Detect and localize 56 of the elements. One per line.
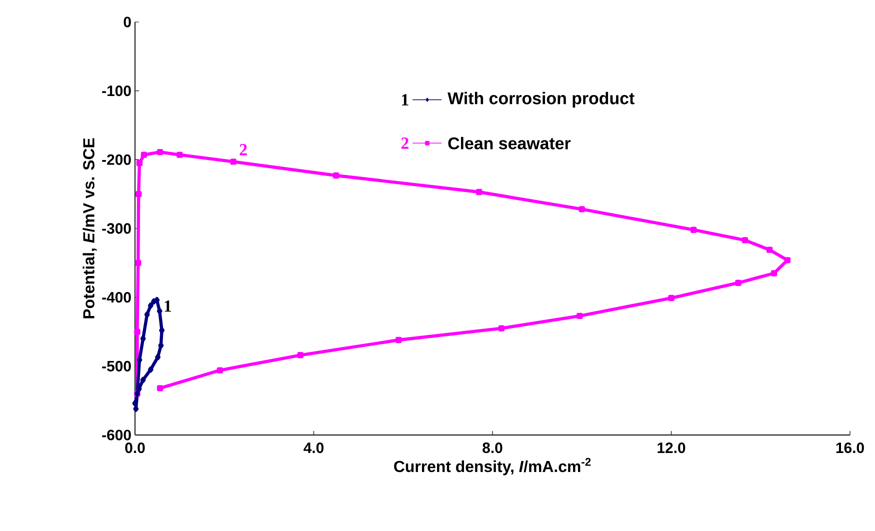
point bbox=[140, 376, 146, 384]
point bbox=[766, 246, 773, 253]
point bbox=[576, 312, 583, 319]
point bbox=[578, 206, 585, 212]
point bbox=[154, 296, 160, 304]
point bbox=[158, 342, 164, 349]
point bbox=[735, 280, 742, 286]
point bbox=[333, 172, 340, 179]
y-tick-label: -300 bbox=[102, 223, 131, 234]
point bbox=[784, 257, 791, 264]
y-tick-label: 0 bbox=[124, 16, 131, 28]
point bbox=[134, 328, 140, 335]
point bbox=[135, 260, 142, 266]
point bbox=[159, 327, 165, 334]
x-tick-label: 16.0 bbox=[836, 442, 864, 454]
point bbox=[498, 325, 505, 332]
point bbox=[742, 237, 748, 244]
point bbox=[155, 354, 161, 360]
y-axis-title: Potential, E/mV vs. SCE bbox=[82, 138, 97, 318]
annotation: 2 bbox=[240, 144, 247, 156]
point bbox=[297, 352, 304, 358]
point bbox=[136, 356, 142, 364]
point bbox=[156, 308, 162, 314]
point bbox=[144, 311, 150, 318]
point bbox=[396, 336, 402, 344]
point bbox=[135, 190, 142, 198]
y-tick-label: -200 bbox=[102, 154, 131, 165]
point bbox=[770, 270, 778, 276]
point bbox=[230, 158, 236, 165]
point bbox=[140, 152, 148, 158]
text: 2 bbox=[401, 138, 408, 149]
point bbox=[148, 302, 154, 309]
x-tick-label: 4.0 bbox=[304, 442, 324, 454]
point bbox=[668, 294, 674, 302]
point bbox=[136, 160, 143, 166]
y-tick-label: -500 bbox=[102, 360, 131, 372]
y-tick-label: -100 bbox=[102, 86, 131, 96]
point bbox=[156, 385, 164, 392]
point bbox=[176, 152, 183, 158]
x-axis-title: Current density, I/mA.cm$^{-2}$ bbox=[394, 458, 591, 476]
point bbox=[476, 188, 482, 196]
x-tick-label: 0.0 bbox=[125, 442, 145, 454]
text: 1 bbox=[402, 94, 408, 106]
legend-label: Clean seawater bbox=[448, 136, 571, 150]
point bbox=[151, 298, 156, 305]
y-tick-label: -400 bbox=[102, 292, 131, 303]
point bbox=[156, 148, 164, 156]
point bbox=[140, 336, 146, 342]
x-tick-label: 12.0 bbox=[658, 442, 686, 454]
annotation: 1 bbox=[164, 300, 172, 312]
point bbox=[690, 226, 697, 233]
legend-label: With corrosion product bbox=[448, 92, 634, 108]
y-tick-label: -600 bbox=[102, 430, 131, 440]
point bbox=[216, 367, 224, 374]
point bbox=[148, 366, 154, 373]
x-tick-label: 8.0 bbox=[482, 442, 502, 454]
